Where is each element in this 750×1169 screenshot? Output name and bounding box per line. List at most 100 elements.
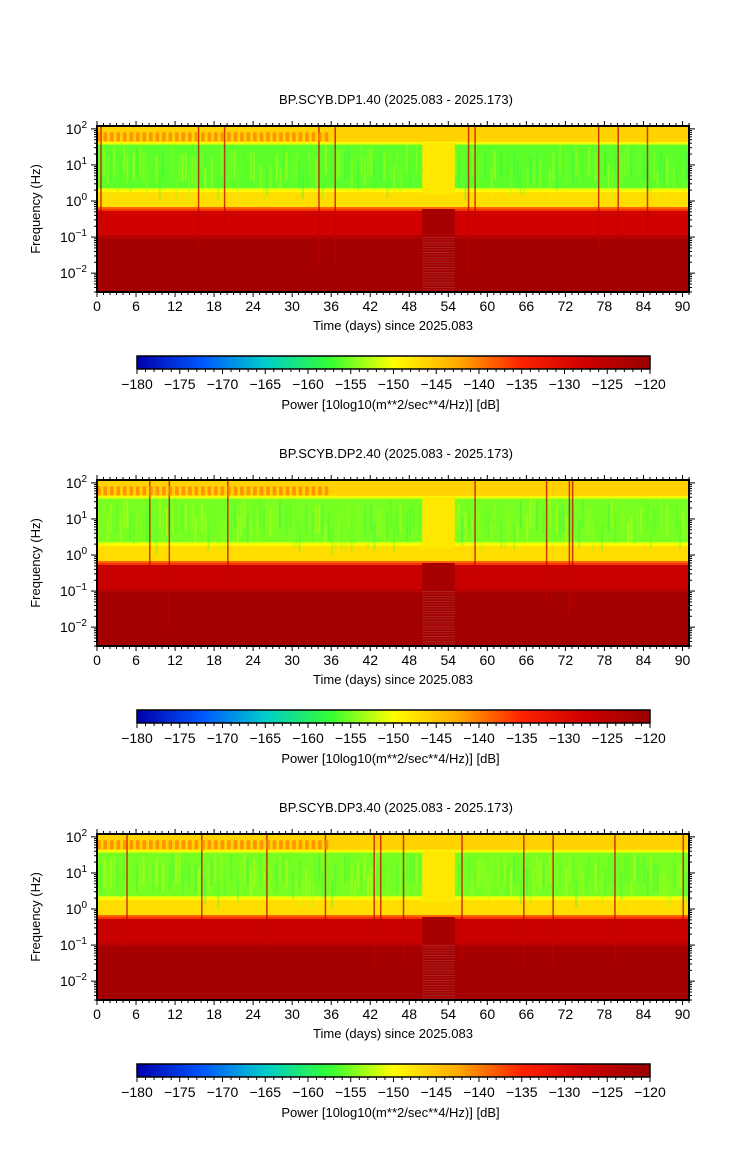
colorbar-tick-label: −175 — [164, 730, 196, 746]
colorbar-tick-label: −150 — [378, 730, 410, 746]
colorbar-label: Power [10log10(m**2/sec**4/Hz)] [dB] — [281, 751, 499, 766]
daily-texture — [97, 480, 688, 627]
colorbar-tick-label: −155 — [335, 1084, 367, 1100]
x-tick-label: 84 — [636, 298, 652, 314]
spectrogram-panel-3: BP.SCYB.DP3.40 (2025.083 - 2025.173) 0 6 12… — [28, 800, 695, 1120]
power-band-5 — [97, 945, 689, 1000]
power-band-5 — [97, 237, 689, 292]
band-transition-2 — [97, 896, 689, 901]
colorbar-tick-label: −145 — [420, 376, 452, 392]
colorbar-tick-label: −130 — [549, 1084, 581, 1100]
colorbar: −180 −175 −170 −165 −160 −155 −150 −145 −140 −135… — [121, 355, 666, 412]
colorbar-tick-label: −165 — [249, 730, 281, 746]
y-tick-label: 102 — [66, 474, 88, 491]
x-tick-label: 78 — [597, 652, 613, 668]
colorbar-tick-label: −170 — [207, 1084, 239, 1100]
colorbar-tick-label: −140 — [463, 1084, 495, 1100]
y-tick-label: 101 — [66, 156, 88, 173]
colorbar-label: Power [10log10(m**2/sec**4/Hz)] [dB] — [281, 1105, 499, 1120]
colorbar-tick-label: −175 — [164, 1084, 196, 1100]
x-tick-label: 54 — [441, 652, 457, 668]
y-tick-label: 10−2 — [60, 264, 87, 281]
band-transition-3 — [97, 561, 689, 565]
x-tick-label: 90 — [675, 298, 691, 314]
band-transition-3 — [97, 915, 689, 919]
low-frequency-hatching — [97, 238, 689, 291]
y-tick-label: 10−2 — [60, 618, 87, 635]
x-tick-label: 6 — [132, 652, 140, 668]
colorbar-tick-label: −145 — [420, 1084, 452, 1100]
y-tick-label: 10−1 — [60, 582, 87, 599]
band-transition-1 — [97, 849, 689, 853]
x-tick-label: 60 — [480, 652, 496, 668]
power-band-3 — [97, 190, 689, 209]
x-tick-label: 48 — [401, 298, 417, 314]
y-tick-label: 100 — [66, 546, 88, 563]
colorbar: −180 −175 −170 −165 −160 −155 −150 −145 −140 −135… — [121, 709, 666, 766]
power-band-1 — [97, 126, 689, 144]
colorbar-tick-label: −120 — [634, 1084, 666, 1100]
x-tick-label: 30 — [284, 1006, 300, 1022]
x-tick-label: 24 — [245, 652, 261, 668]
y-tick-label: 10−1 — [60, 228, 87, 245]
colorbar: −180 −175 −170 −165 −160 −155 −150 −145 −140 −135… — [121, 1063, 666, 1120]
x-tick-label: 36 — [323, 298, 339, 314]
x-axis: 0 6 12 18 24 30 36 42 48 54 60 66 72 78 84 90 Time (days… — [93, 475, 690, 687]
colorbar-tick-label: −135 — [506, 376, 538, 392]
colorbar-tick-label: −170 — [207, 376, 239, 392]
y-tick-label: 101 — [66, 864, 88, 881]
x-tick-label: 66 — [519, 652, 535, 668]
colorbar-tick-label: −135 — [506, 730, 538, 746]
colorbar-tick-label: −160 — [292, 730, 324, 746]
colorbar-tick-label: −125 — [591, 1084, 623, 1100]
x-tick-label: 90 — [675, 1006, 691, 1022]
x-tick-label: 24 — [245, 298, 261, 314]
colorbar-tick-label: −150 — [378, 1084, 410, 1100]
y-axis: 102 101 100 10−1 10−2 Frequency (Hz) — [28, 828, 695, 1001]
data-gap — [422, 143, 455, 291]
power-band-2 — [97, 851, 689, 899]
colorbar-tick-label: −180 — [121, 376, 153, 392]
x-tick-label: 6 — [132, 1006, 140, 1022]
panel-title: BP.SCYB.DP1.40 (2025.083 - 2025.173) — [279, 92, 513, 107]
x-tick-label: 42 — [362, 1006, 378, 1022]
x-tick-label: 0 — [93, 298, 101, 314]
colorbar-tick-label: −180 — [121, 730, 153, 746]
spectrogram-panel-1: BP.SCYB.DP1.40 (2025.083 - 2025.173) 0 6 12… — [28, 92, 695, 412]
x-tick-label: 24 — [245, 1006, 261, 1022]
x-tick-label: 66 — [519, 298, 535, 314]
x-axis: 0 6 12 18 24 30 36 42 48 54 60 66 72 78 84 90 Time (days… — [93, 121, 690, 333]
colorbar-tick-label: −170 — [207, 730, 239, 746]
x-tick-label: 6 — [132, 298, 140, 314]
band-transition-3 — [97, 207, 689, 211]
colorbar-tick-label: −130 — [549, 376, 581, 392]
y-axis-label: Frequency (Hz) — [28, 872, 43, 962]
power-band-2 — [97, 143, 689, 191]
daily-texture — [97, 126, 688, 274]
colorbar-gradient — [136, 1063, 651, 1078]
y-tick-label: 10−2 — [60, 972, 87, 989]
colorbar-tick-label: −135 — [506, 1084, 538, 1100]
colorbar-label: Power [10log10(m**2/sec**4/Hz)] [dB] — [281, 397, 499, 412]
x-tick-label: 0 — [93, 1006, 101, 1022]
colorbar-gradient — [136, 709, 651, 724]
colorbar-tick-label: −160 — [292, 1084, 324, 1100]
x-axis: 0 6 12 18 24 30 36 42 48 54 60 66 72 78 84 90 Time (days… — [93, 829, 690, 1041]
colorbar-tick-label: −150 — [378, 376, 410, 392]
x-tick-label: 60 — [480, 298, 496, 314]
x-tick-label: 78 — [597, 1006, 613, 1022]
power-band-3 — [97, 544, 689, 563]
x-tick-label: 72 — [558, 298, 574, 314]
band-transition-2 — [97, 542, 689, 547]
colorbar-tick-label: −180 — [121, 1084, 153, 1100]
power-band-1 — [97, 480, 689, 498]
colorbar-tick-label: −155 — [335, 376, 367, 392]
y-tick-label: 102 — [66, 828, 88, 845]
y-tick-label: 100 — [66, 192, 88, 209]
band-transition-4 — [97, 235, 689, 240]
x-tick-label: 0 — [93, 652, 101, 668]
spectrogram-image — [97, 480, 689, 646]
colorbar-tick-label: −120 — [634, 376, 666, 392]
low-frequency-hatching — [97, 946, 689, 999]
x-tick-label: 36 — [323, 1006, 339, 1022]
